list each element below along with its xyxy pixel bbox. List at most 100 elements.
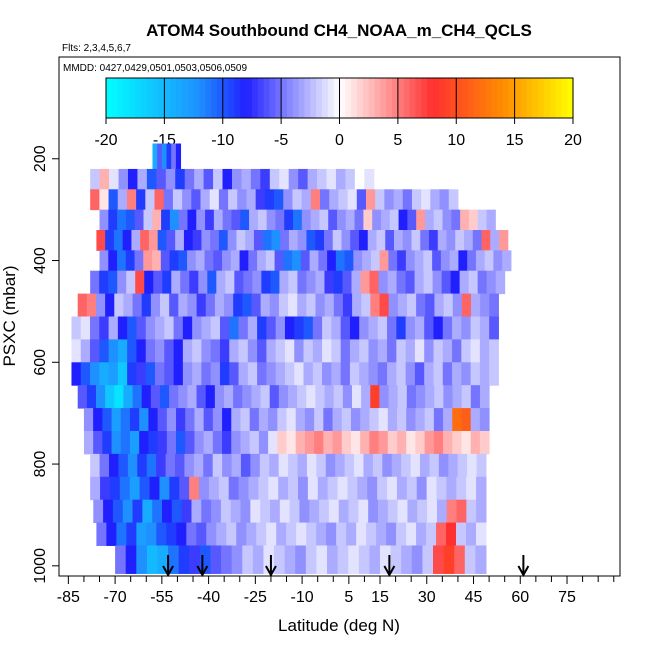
heatmap-cell [139, 408, 149, 432]
heatmap-cell [297, 476, 309, 501]
heatmap-cell [166, 408, 177, 432]
heatmap-cell [181, 499, 192, 524]
colorbar-cell [427, 78, 434, 118]
heatmap-cell [260, 499, 271, 524]
colorbar-cell [450, 78, 457, 118]
heatmap-cell [425, 385, 435, 409]
heatmap-cell [426, 476, 438, 501]
heatmap-cell [210, 545, 222, 574]
heatmap-cell [387, 316, 397, 340]
heatmap-cell [279, 168, 290, 190]
heatmap-cell [213, 168, 224, 190]
heatmap-cell [221, 545, 233, 574]
heatmap-cell [160, 250, 171, 272]
heatmap-cell [441, 270, 452, 295]
colorbar-cell [199, 78, 206, 118]
heatmap-cell [186, 522, 197, 546]
heatmap-cell [397, 385, 408, 409]
heatmap-cell [115, 545, 127, 574]
heatmap-cell [145, 316, 156, 340]
heatmap-cell [420, 230, 430, 251]
heatmap-cell [90, 316, 100, 340]
colorbar-cell [549, 78, 557, 118]
heatmap-cell [146, 168, 157, 190]
heatmap-cell [332, 408, 343, 432]
heatmap-cell [312, 339, 323, 363]
colorbar-gradient [106, 78, 574, 118]
heatmap-cell [144, 270, 154, 295]
heatmap-cell [211, 499, 222, 524]
heatmap-cell [168, 545, 180, 574]
heatmap-cell [165, 168, 176, 190]
colorbar-cell [292, 78, 300, 118]
heatmap-cell [472, 230, 483, 251]
heatmap-cell [187, 250, 197, 272]
flights-subtitle: Flts: 2,3,4,5,6,7 [62, 43, 131, 54]
heatmap-cell [90, 476, 101, 501]
heatmap-cell [322, 316, 332, 340]
heatmap-cell [379, 250, 389, 272]
colorbar-cell [181, 78, 189, 118]
heatmap-cell [127, 316, 137, 340]
heatmap-cell [105, 293, 115, 317]
heatmap-cell [429, 230, 439, 251]
heatmap-cell [286, 430, 297, 455]
heatmap-cell [266, 209, 276, 231]
heatmap-cell [351, 270, 362, 295]
heatmap-cell [122, 499, 134, 524]
heatmap-cell [149, 476, 160, 501]
heatmap-cell [406, 522, 417, 546]
heatmap-cell [187, 209, 197, 231]
heatmap-cell [324, 385, 335, 409]
heatmap-cell [333, 385, 344, 409]
colorbar-cell [211, 78, 218, 118]
heatmap-cell [386, 522, 397, 546]
heatmap-cell [452, 293, 463, 317]
heatmap-cell [433, 316, 444, 340]
heatmap-cell [461, 408, 472, 432]
colorbar-tick-label: -5 [274, 132, 288, 149]
heatmap-cell [184, 453, 195, 478]
heatmap-cell [387, 499, 399, 524]
heatmap-cell [461, 316, 472, 340]
heatmap-cell [398, 209, 408, 231]
heatmap-cell [114, 385, 124, 409]
heatmap-cell [466, 499, 477, 524]
heatmap-cell [301, 209, 312, 231]
heatmap-cell [236, 230, 246, 251]
colorbar-cell [415, 78, 422, 118]
heatmap-cell [99, 250, 109, 272]
dates-subtitle: MMDD: 0427,0429,0501,0503,0506,0509 [63, 63, 247, 74]
heatmap-cell [416, 209, 426, 231]
heatmap-cell [251, 385, 262, 409]
heatmap-cell [317, 476, 329, 501]
heatmap-cell [378, 270, 389, 295]
heatmap-cell [214, 293, 225, 317]
heatmap-cell [249, 430, 260, 455]
heatmap-cell [316, 522, 327, 546]
heatmap-cell [125, 209, 136, 231]
heatmap-cell [382, 453, 393, 478]
heatmap-cell [189, 270, 199, 295]
heatmap-cell [402, 230, 413, 251]
heatmap-cell [208, 476, 220, 501]
heatmap-cell [237, 189, 247, 211]
heatmap-cell [171, 143, 177, 170]
heatmap-cell [176, 408, 186, 432]
flight-arrow [383, 555, 396, 578]
heatmap-cell [203, 453, 214, 478]
heatmap-cell [247, 362, 258, 386]
heatmap-cell [370, 385, 380, 409]
heatmap-cell [394, 230, 404, 251]
heatmap-cell [240, 499, 251, 524]
heatmap-cell [207, 270, 217, 295]
heatmap-cell [424, 316, 434, 340]
heatmap-cell [307, 168, 318, 190]
heatmap-cell [249, 408, 260, 432]
heatmap-cell [246, 189, 257, 211]
heatmap-cell [248, 250, 258, 272]
heatmap-cell [377, 362, 388, 386]
heatmap-cell [243, 270, 253, 295]
heatmap-cell [205, 209, 215, 231]
colorbar-cell [467, 78, 475, 118]
